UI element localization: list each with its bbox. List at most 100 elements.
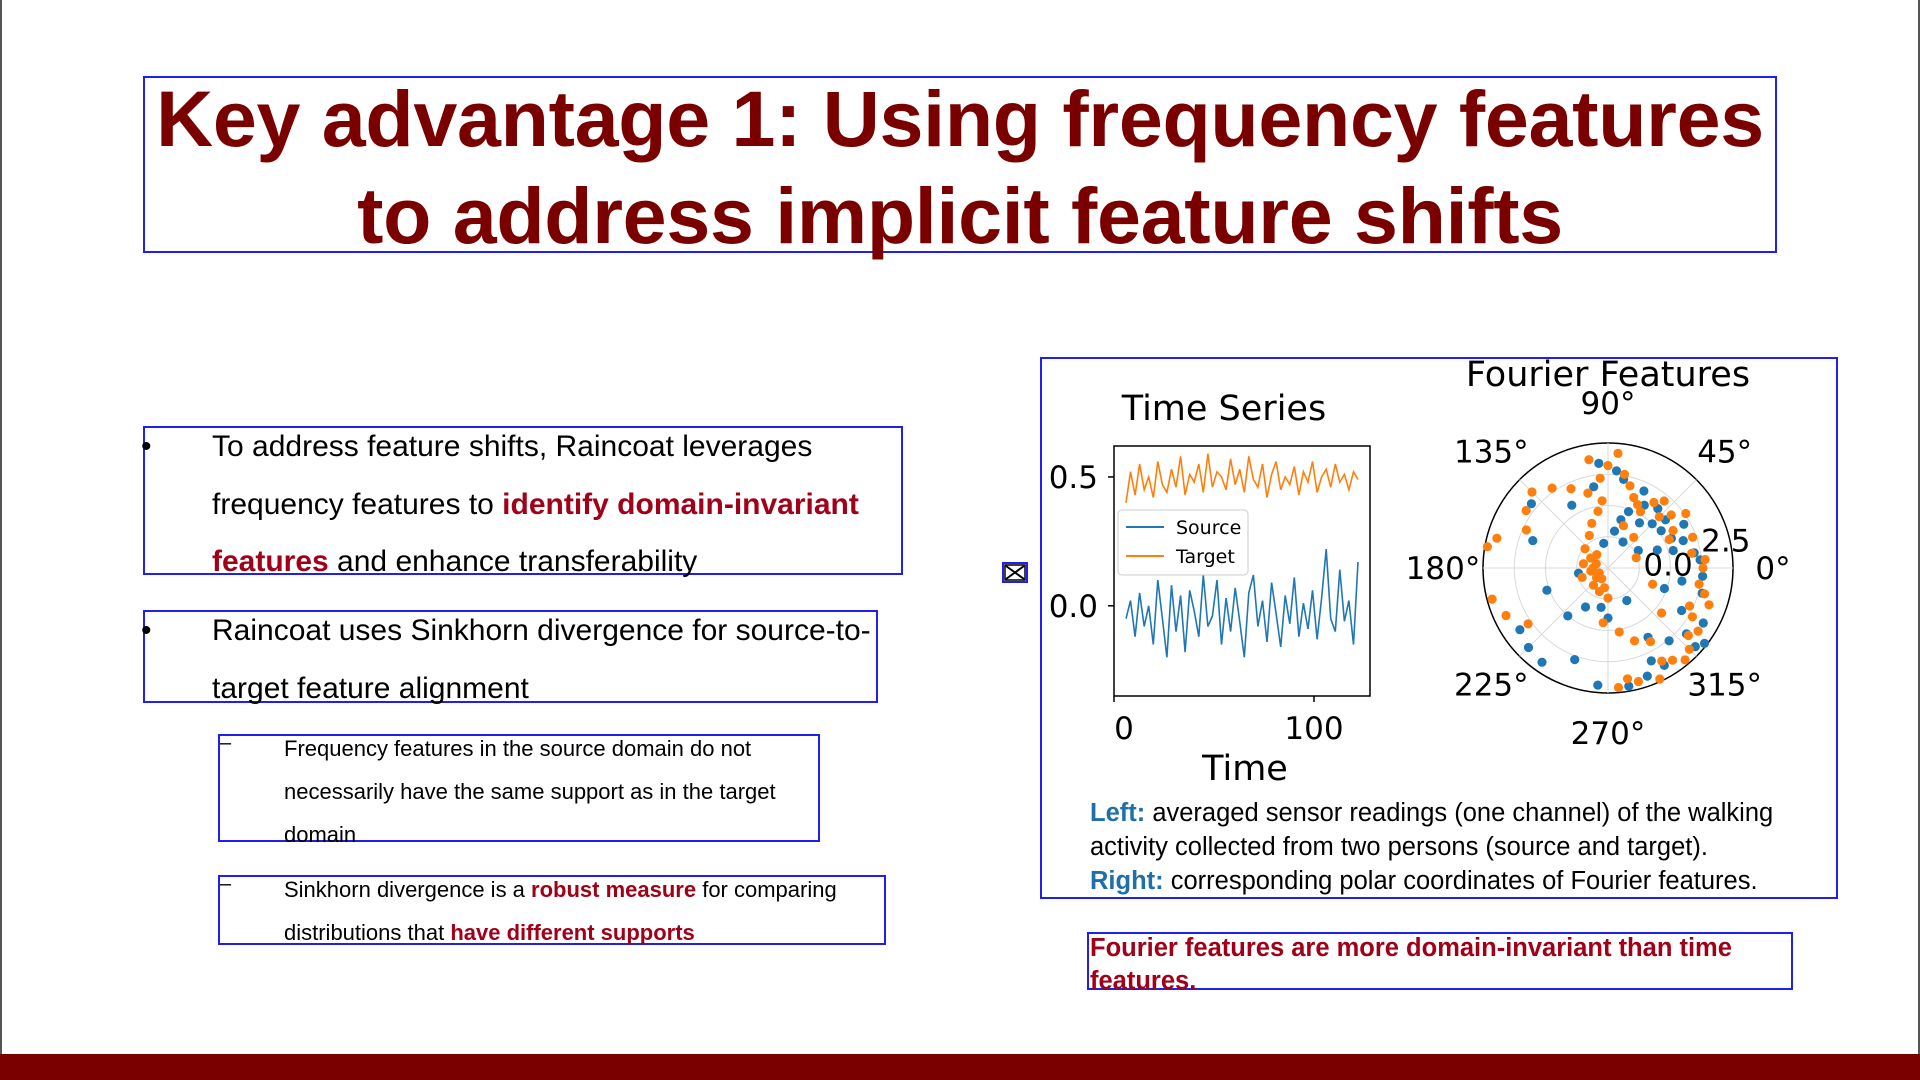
polar-point-source xyxy=(1656,526,1666,536)
bullet-marker: • xyxy=(141,614,152,647)
sub-bullet-2-highlight-a: robust measure xyxy=(531,877,697,902)
polar-point-target xyxy=(1523,619,1533,629)
polar-point-target xyxy=(1629,532,1639,542)
polar-point-source xyxy=(1609,526,1620,536)
polar-point-target xyxy=(1501,610,1511,621)
placeholder-x-icon[interactable] xyxy=(1002,562,1028,583)
polar-point-target xyxy=(1688,532,1698,542)
polar-angle-label: 315° xyxy=(1687,668,1762,704)
polar-point-source xyxy=(1677,605,1687,616)
polar-point-target xyxy=(1521,506,1531,516)
polar-point-target xyxy=(1687,548,1697,558)
polar-point-target xyxy=(1492,533,1502,543)
polar-point-source xyxy=(1623,507,1634,517)
polar-point-target xyxy=(1633,500,1643,510)
polar-point-target xyxy=(1698,563,1708,573)
polar-angle-label: 180° xyxy=(1406,551,1481,587)
polar-point-target xyxy=(1681,508,1691,519)
polar-point-source xyxy=(1652,545,1662,555)
bullet-1-text-b: and enhance transferability xyxy=(328,545,698,578)
polar-point-target xyxy=(1684,644,1694,654)
polar-point-source xyxy=(1618,537,1628,547)
polar-point-target xyxy=(1645,637,1656,647)
caption-right-text: corresponding polar coordinates of Fouri… xyxy=(1163,867,1758,895)
polar-point-target xyxy=(1527,487,1537,497)
polar-point-target xyxy=(1577,572,1587,582)
bullet-2-box: • Raincoat uses Sinkhorn divergence for … xyxy=(141,610,878,705)
polar-point-source xyxy=(1563,611,1573,621)
ts-legend-label-source: Source xyxy=(1176,517,1241,539)
ts-y-tick-label: 0.0 xyxy=(1049,589,1098,625)
bullet-2-text: Raincoat uses Sinkhorn divergence for so… xyxy=(212,614,871,705)
polar-point-source xyxy=(1570,655,1580,665)
ts-legend-label-target: Target xyxy=(1175,546,1235,568)
bullet-marker: • xyxy=(141,430,152,463)
polar-point-target xyxy=(1580,544,1590,554)
polar-point-source xyxy=(1594,458,1604,468)
polar-point-source xyxy=(1677,576,1687,586)
sub-bullet-2-highlight-b: have different supports xyxy=(450,920,695,945)
polar-point-target xyxy=(1618,521,1628,531)
polar-point-target xyxy=(1667,655,1678,665)
polar-point-target xyxy=(1584,455,1594,465)
conclusion-text: Fourier features are more domain-invaria… xyxy=(1090,934,1732,995)
polar-point-source xyxy=(1634,518,1645,528)
polar-point-target xyxy=(1649,497,1659,508)
polar-point-source xyxy=(1528,536,1538,546)
polar-point-target xyxy=(1613,448,1623,458)
polar-point-source xyxy=(1698,618,1708,628)
polar-point-source xyxy=(1647,519,1657,529)
polar-point-source xyxy=(1526,499,1536,509)
polar-point-target xyxy=(1680,655,1690,665)
polar-point-target xyxy=(1587,518,1597,528)
polar-point-target xyxy=(1687,612,1697,622)
slide-frame-left xyxy=(0,0,2,1080)
polar-point-source xyxy=(1589,482,1599,492)
polar-point-source xyxy=(1567,500,1577,510)
polar-point-source xyxy=(1599,538,1609,548)
polar-point-target xyxy=(1625,481,1635,491)
polar-point-source xyxy=(1611,466,1622,476)
polar-point-source xyxy=(1639,486,1649,496)
polar-point-target xyxy=(1633,676,1643,687)
polar-point-target xyxy=(1603,460,1613,471)
ts-title: Time Series xyxy=(1121,389,1326,429)
sub-bullet-2-box: – Sinkhorn divergence is a robust measur… xyxy=(218,873,886,945)
polar-point-source xyxy=(1679,519,1689,529)
sub-bullet-1-text: Frequency features in the source domain … xyxy=(284,736,776,847)
polar-point-target xyxy=(1593,506,1603,516)
polar-angle-label: 0° xyxy=(1755,551,1790,587)
sub-bullet-2-text-a: Sinkhorn divergence is a xyxy=(284,877,532,902)
polar-point-target xyxy=(1566,484,1576,494)
polar-point-target xyxy=(1704,600,1714,610)
polar-point-target xyxy=(1629,636,1640,646)
bullet-1-highlight: identify domain-invariant features xyxy=(212,487,859,579)
polar-point-source xyxy=(1678,536,1688,546)
conclusion-box: Fourier features are more domain-invaria… xyxy=(1087,932,1793,995)
slide-frame-right xyxy=(1918,0,1920,1080)
caption-left-label: Left: xyxy=(1090,799,1146,827)
polar-point-source xyxy=(1537,657,1547,667)
ts-series-source xyxy=(1125,549,1359,658)
sub-bullet-1-box: – Frequency features in the source domai… xyxy=(218,732,820,847)
polar-point-target xyxy=(1693,626,1703,636)
figure-caption: Left: averaged sensor readings (one chan… xyxy=(1090,796,1850,898)
polar-point-target xyxy=(1668,525,1678,536)
ts-x-axis-label: Time xyxy=(1201,749,1288,789)
polar-point-source xyxy=(1596,602,1606,612)
title-box: Key advantage 1: Using frequency feature… xyxy=(143,74,1777,260)
polar-point-target xyxy=(1659,496,1669,506)
polar-point-target xyxy=(1598,618,1608,628)
ts-series-target xyxy=(1125,453,1359,503)
sub-bullet-marker: – xyxy=(220,732,232,754)
polar-point-source xyxy=(1580,602,1591,612)
bullet-1-text: To address feature shifts, Raincoat leve… xyxy=(212,418,912,591)
caption-left-text: averaged sensor readings (one channel) o… xyxy=(1090,799,1774,861)
sub-bullet-2-text-b: for comparing distributions that xyxy=(284,877,837,945)
polar-point-target xyxy=(1578,559,1588,569)
polar-angle-label: 45° xyxy=(1697,434,1752,470)
sub-bullet-2-text: Sinkhorn divergence is a robust measure … xyxy=(284,868,904,954)
polar-point-target xyxy=(1657,608,1667,618)
polar-point-target xyxy=(1685,601,1695,611)
polar-point-target xyxy=(1657,656,1667,666)
